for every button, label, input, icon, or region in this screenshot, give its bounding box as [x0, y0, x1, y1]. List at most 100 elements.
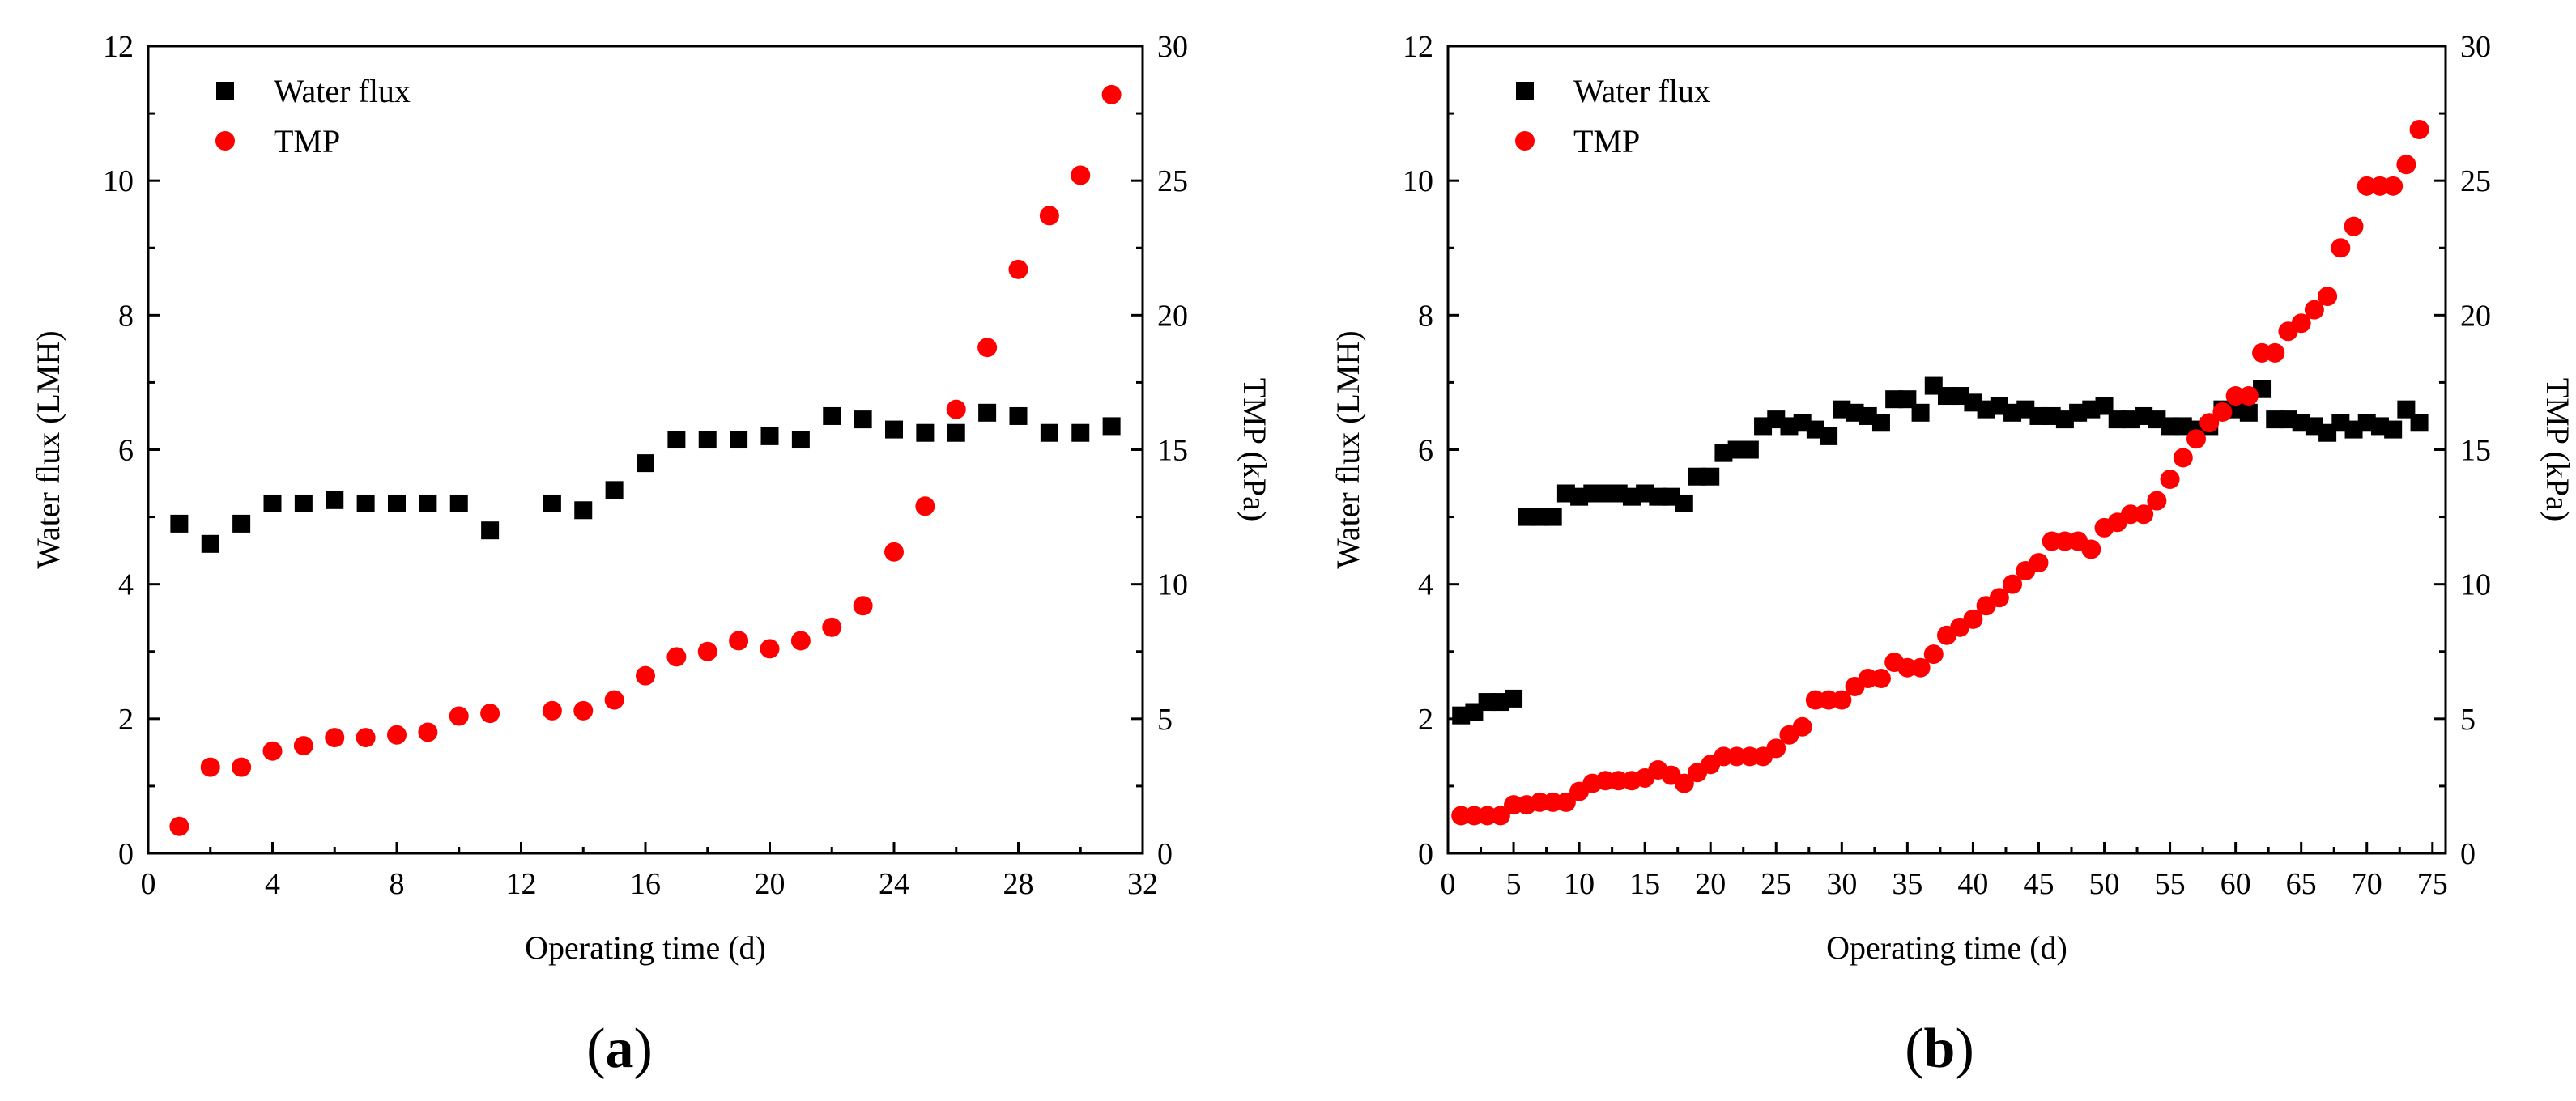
y-tick-label: 10	[103, 164, 134, 198]
y-tick-label: 8	[118, 299, 134, 333]
flux-point	[698, 431, 717, 449]
tmp-point	[262, 741, 283, 761]
x-tick-label: 70	[2352, 867, 2382, 901]
tmp-point	[977, 338, 998, 358]
y-tick-label: 4	[1418, 568, 1433, 602]
tmp-point	[293, 736, 313, 756]
y2-tick-label: 0	[1157, 837, 1173, 871]
x-tick-label: 20	[1695, 867, 1726, 901]
flux-point	[854, 410, 872, 429]
y2-tick-label: 20	[2460, 299, 2491, 333]
flux-point	[1102, 417, 1121, 436]
tmp-point	[387, 725, 407, 745]
tmp-point	[853, 596, 873, 616]
tmp-point	[946, 399, 966, 419]
flux-point	[201, 534, 219, 553]
tmp-point	[2344, 216, 2364, 236]
flux-point	[885, 420, 903, 439]
x-tick-label: 40	[1957, 867, 1988, 901]
tmp-point	[2186, 429, 2206, 449]
flux-point	[1701, 467, 1720, 486]
flux-point	[1740, 440, 1759, 459]
tmp-point	[573, 700, 594, 721]
legend-label: Water flux	[274, 73, 411, 109]
tmp-point	[915, 496, 935, 516]
flux-point	[823, 406, 841, 425]
tmp-point	[666, 647, 687, 667]
y-axis-label: Water flux (LMH)	[30, 330, 66, 568]
x-tick-label: 15	[1629, 867, 1660, 901]
tmp-point	[325, 728, 345, 748]
flux-point	[1009, 406, 1028, 425]
flux-point	[2095, 397, 2114, 415]
y-tick-label: 4	[118, 568, 134, 602]
tmp-point	[2331, 238, 2351, 258]
tmp-point	[200, 757, 220, 777]
y2-tick-label: 25	[1157, 164, 1188, 198]
tmp-point	[604, 690, 624, 710]
legend-marker-tmp	[215, 131, 235, 151]
tmp-point	[2265, 342, 2285, 363]
x-tick-label: 5	[1506, 867, 1522, 901]
plot-frame	[1446, 45, 2447, 855]
tmp-point	[1910, 657, 1931, 678]
flux-point	[1820, 427, 1838, 445]
flux-point	[294, 494, 313, 512]
x-tick-label: 50	[2089, 867, 2120, 901]
flux-point	[1871, 414, 1890, 432]
x-tick-label: 8	[390, 867, 405, 901]
y2-tick-label: 15	[2460, 434, 2491, 468]
y-axis-label: Water flux (LMH)	[1330, 330, 1366, 568]
y-tick-label: 0	[118, 837, 134, 871]
y-tick-label: 10	[1403, 164, 1433, 198]
y2-tick-label: 10	[2460, 568, 2491, 602]
tmp-point	[822, 617, 842, 637]
y-tick-label: 6	[118, 434, 134, 468]
y-tick-label: 2	[118, 703, 134, 737]
chart-a: 0 4 8 12 16 20 24 28 32024681012051015202530Oper…	[30, 30, 1273, 1080]
y2-tick-label: 5	[2460, 703, 2476, 737]
x-tick-label: 45	[2023, 867, 2054, 901]
tmp-point	[2396, 155, 2416, 175]
x-tick-label: 28	[1003, 867, 1034, 901]
legend-label: TMP	[274, 123, 340, 159]
tmp-point	[2238, 386, 2259, 406]
tmp-point	[884, 542, 904, 562]
flux-point	[232, 514, 251, 533]
flux-point	[1543, 508, 1562, 526]
x-tick-label: 4	[265, 867, 280, 901]
flux-point	[481, 521, 500, 540]
x-tick-label: 24	[879, 867, 909, 901]
flux-point	[667, 431, 686, 449]
tmp-point	[480, 704, 500, 724]
caption-close: )	[634, 1018, 653, 1080]
tmp-point	[697, 641, 717, 661]
x-tick-label: 75	[2417, 867, 2448, 901]
y2-tick-label: 0	[2460, 837, 2476, 871]
flux-point	[947, 423, 965, 442]
tmp-point	[2212, 402, 2233, 422]
flux-point	[170, 514, 189, 533]
legend-marker-tmp	[1515, 131, 1535, 151]
tmp-point	[1008, 259, 1028, 279]
y2-tick-label: 30	[1157, 30, 1188, 64]
caption-close: )	[1955, 1018, 1974, 1080]
y-tick-label: 8	[1418, 299, 1433, 333]
flux-point	[637, 454, 654, 473]
flux-point	[978, 403, 997, 422]
tmp-point	[1101, 84, 1122, 104]
flux-point	[1911, 403, 1930, 422]
tmp-point	[1871, 668, 1891, 688]
x-tick-label: 60	[2220, 867, 2251, 901]
y-tick-label: 0	[1418, 837, 1433, 871]
tmp-point	[2134, 504, 2154, 525]
x-tick-label: 0	[1441, 867, 1456, 901]
panel-caption: (a)	[586, 1018, 653, 1080]
y2-tick-label: 20	[1157, 299, 1188, 333]
y-tick-label: 2	[1418, 703, 1433, 737]
x-tick-label: 20	[755, 867, 786, 901]
tmp-point	[2029, 553, 2049, 573]
tmp-point	[1792, 716, 1812, 737]
flux-point	[1040, 423, 1058, 442]
